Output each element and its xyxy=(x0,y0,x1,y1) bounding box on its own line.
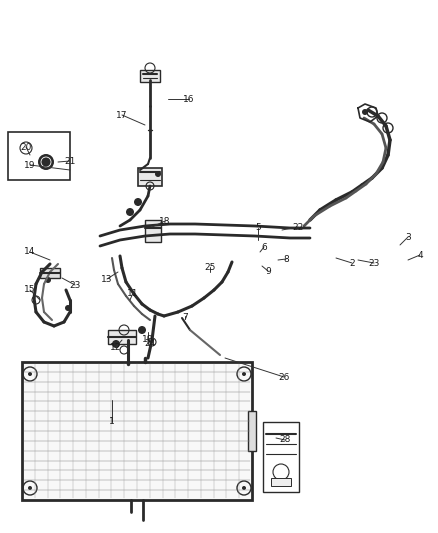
Text: 2: 2 xyxy=(349,259,355,268)
Circle shape xyxy=(134,198,142,206)
Text: 23: 23 xyxy=(368,259,380,268)
Text: 8: 8 xyxy=(283,254,289,263)
Bar xyxy=(40,268,60,278)
Circle shape xyxy=(126,208,134,216)
Text: 16: 16 xyxy=(183,94,195,103)
Text: 22: 22 xyxy=(293,222,304,231)
Text: 3: 3 xyxy=(405,232,411,241)
Text: 25: 25 xyxy=(204,262,215,271)
Circle shape xyxy=(138,326,146,334)
Text: 19: 19 xyxy=(24,160,36,169)
Text: 24: 24 xyxy=(145,338,155,348)
Text: 5: 5 xyxy=(255,223,261,232)
Text: 20: 20 xyxy=(20,142,32,151)
Text: 4: 4 xyxy=(417,251,423,260)
Bar xyxy=(22,362,252,500)
Text: 10: 10 xyxy=(142,335,154,343)
Circle shape xyxy=(65,305,71,311)
Bar xyxy=(138,168,162,186)
Circle shape xyxy=(112,340,120,348)
Bar xyxy=(271,478,291,486)
Circle shape xyxy=(38,154,54,170)
Bar xyxy=(248,411,256,451)
Text: 26: 26 xyxy=(278,373,290,382)
Text: 28: 28 xyxy=(279,435,291,445)
Text: 13: 13 xyxy=(101,274,113,284)
Text: 15: 15 xyxy=(24,286,36,295)
Circle shape xyxy=(45,277,51,283)
Bar xyxy=(108,330,136,344)
Text: 11: 11 xyxy=(127,288,139,297)
Circle shape xyxy=(362,109,368,115)
Text: 14: 14 xyxy=(25,247,35,256)
Text: 7: 7 xyxy=(182,313,188,322)
Text: 18: 18 xyxy=(159,216,171,225)
Bar xyxy=(145,220,161,242)
Text: 21: 21 xyxy=(64,157,76,166)
Bar xyxy=(263,422,299,492)
Circle shape xyxy=(155,171,161,177)
Text: 1: 1 xyxy=(109,417,115,426)
Circle shape xyxy=(242,372,246,376)
Circle shape xyxy=(28,486,32,490)
Text: 9: 9 xyxy=(265,266,271,276)
Text: 17: 17 xyxy=(116,110,128,119)
Text: 6: 6 xyxy=(261,243,267,252)
Bar xyxy=(8,132,70,180)
Circle shape xyxy=(28,372,32,376)
Bar xyxy=(140,70,160,82)
Circle shape xyxy=(242,486,246,490)
Text: 12: 12 xyxy=(110,343,122,351)
Text: 23: 23 xyxy=(69,280,81,289)
